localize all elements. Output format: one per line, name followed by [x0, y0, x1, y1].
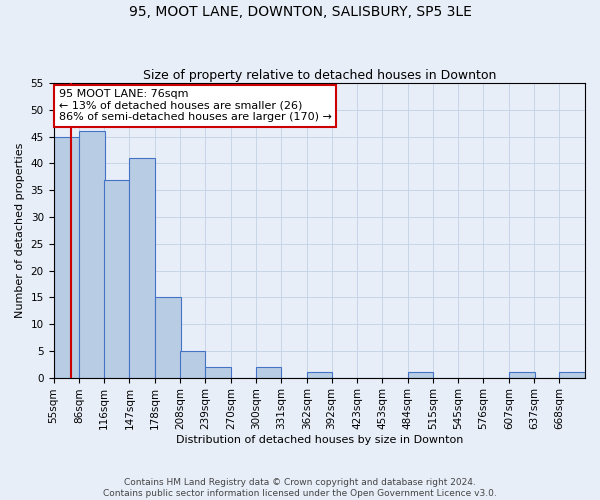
Text: 95 MOOT LANE: 76sqm
← 13% of detached houses are smaller (26)
86% of semi-detach: 95 MOOT LANE: 76sqm ← 13% of detached ho… — [59, 89, 332, 122]
Bar — [509, 372, 535, 378]
Bar — [559, 372, 585, 378]
Bar — [256, 367, 281, 378]
Bar — [79, 132, 104, 378]
Text: 95, MOOT LANE, DOWNTON, SALISBURY, SP5 3LE: 95, MOOT LANE, DOWNTON, SALISBURY, SP5 3… — [128, 5, 472, 19]
Bar — [53, 136, 79, 378]
Bar — [407, 372, 433, 378]
Text: Contains HM Land Registry data © Crown copyright and database right 2024.
Contai: Contains HM Land Registry data © Crown c… — [103, 478, 497, 498]
Y-axis label: Number of detached properties: Number of detached properties — [15, 142, 25, 318]
Title: Size of property relative to detached houses in Downton: Size of property relative to detached ho… — [143, 69, 496, 82]
Bar — [307, 372, 332, 378]
Bar — [180, 351, 205, 378]
Bar — [130, 158, 155, 378]
Bar — [205, 367, 231, 378]
Bar — [155, 298, 181, 378]
Bar — [104, 180, 130, 378]
X-axis label: Distribution of detached houses by size in Downton: Distribution of detached houses by size … — [176, 435, 463, 445]
